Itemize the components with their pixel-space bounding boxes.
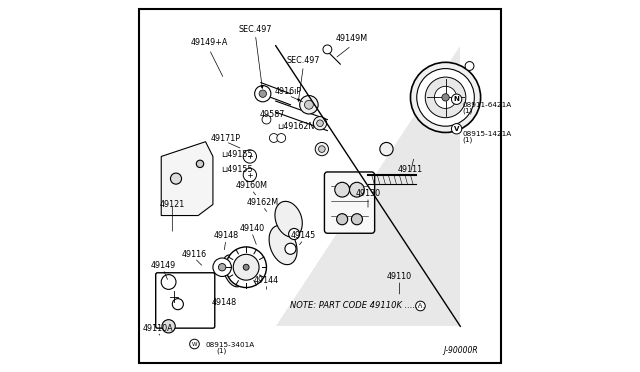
Text: NOTE: PART CODE 49110K ........: NOTE: PART CODE 49110K ........ bbox=[291, 301, 426, 311]
Circle shape bbox=[415, 301, 425, 311]
Text: 08915-3401A: 08915-3401A bbox=[205, 342, 255, 348]
Circle shape bbox=[451, 94, 462, 105]
Circle shape bbox=[316, 142, 328, 156]
Circle shape bbox=[417, 68, 474, 126]
Text: ⊔49162N: ⊔49162N bbox=[277, 122, 315, 131]
Text: 08915-1421A: 08915-1421A bbox=[462, 131, 511, 137]
Text: 49148: 49148 bbox=[211, 298, 237, 307]
Text: 49111: 49111 bbox=[398, 165, 423, 174]
Polygon shape bbox=[161, 142, 213, 215]
Circle shape bbox=[289, 228, 300, 240]
Text: SEC.497: SEC.497 bbox=[239, 25, 272, 33]
Text: (1): (1) bbox=[216, 347, 227, 353]
Text: 49110A: 49110A bbox=[142, 324, 173, 333]
Circle shape bbox=[335, 182, 349, 197]
Text: 49116: 49116 bbox=[182, 250, 207, 259]
Circle shape bbox=[243, 150, 257, 163]
Text: 49140: 49140 bbox=[239, 224, 264, 233]
Ellipse shape bbox=[275, 201, 302, 237]
Text: 49148: 49148 bbox=[213, 231, 239, 240]
Ellipse shape bbox=[223, 255, 244, 287]
Text: 49144: 49144 bbox=[254, 276, 279, 285]
Circle shape bbox=[233, 254, 259, 280]
Circle shape bbox=[196, 160, 204, 167]
Circle shape bbox=[172, 299, 184, 310]
Text: (1): (1) bbox=[462, 107, 472, 113]
Circle shape bbox=[255, 86, 271, 102]
Text: ⊔49155: ⊔49155 bbox=[221, 165, 253, 174]
FancyBboxPatch shape bbox=[324, 172, 374, 233]
Text: 49130: 49130 bbox=[355, 189, 381, 198]
Circle shape bbox=[380, 142, 393, 156]
Circle shape bbox=[451, 124, 462, 134]
Text: 4916ıP: 4916ıP bbox=[275, 87, 302, 96]
Circle shape bbox=[314, 116, 326, 130]
Text: W: W bbox=[192, 341, 197, 347]
Ellipse shape bbox=[269, 225, 297, 264]
Text: 49145: 49145 bbox=[291, 231, 316, 240]
Circle shape bbox=[277, 134, 285, 142]
Text: 49121: 49121 bbox=[160, 200, 185, 209]
Circle shape bbox=[300, 96, 318, 114]
Text: A: A bbox=[419, 304, 422, 308]
Text: SEC.497: SEC.497 bbox=[287, 56, 320, 65]
Text: ⊔49155: ⊔49155 bbox=[221, 150, 253, 159]
Circle shape bbox=[213, 258, 232, 276]
Text: 49587: 49587 bbox=[259, 109, 285, 119]
Circle shape bbox=[162, 320, 175, 333]
Text: 49162M: 49162M bbox=[246, 198, 279, 207]
Text: (1): (1) bbox=[462, 137, 472, 143]
Circle shape bbox=[435, 86, 456, 109]
Circle shape bbox=[410, 62, 481, 132]
Circle shape bbox=[243, 264, 249, 270]
Text: 49171P: 49171P bbox=[211, 134, 241, 142]
Circle shape bbox=[161, 275, 176, 289]
Text: 49160M: 49160M bbox=[236, 182, 268, 190]
Circle shape bbox=[337, 214, 348, 225]
Text: 49149M: 49149M bbox=[335, 34, 367, 43]
Circle shape bbox=[465, 62, 474, 70]
Circle shape bbox=[317, 120, 323, 126]
Circle shape bbox=[218, 263, 226, 271]
Circle shape bbox=[285, 243, 296, 254]
Circle shape bbox=[319, 146, 325, 153]
Polygon shape bbox=[276, 46, 460, 326]
Text: 08911-6421A: 08911-6421A bbox=[462, 102, 511, 108]
Circle shape bbox=[189, 339, 199, 349]
Circle shape bbox=[259, 90, 266, 97]
FancyBboxPatch shape bbox=[139, 9, 501, 363]
Text: 49149: 49149 bbox=[150, 261, 176, 270]
Circle shape bbox=[262, 115, 271, 124]
Circle shape bbox=[305, 100, 314, 109]
Circle shape bbox=[442, 94, 449, 101]
Circle shape bbox=[425, 77, 466, 118]
Text: J-90000R: J-90000R bbox=[443, 346, 477, 355]
Circle shape bbox=[351, 214, 362, 225]
Circle shape bbox=[170, 173, 182, 184]
Circle shape bbox=[243, 168, 257, 182]
Circle shape bbox=[349, 182, 364, 197]
Text: N: N bbox=[454, 96, 460, 102]
Circle shape bbox=[226, 247, 266, 288]
Text: 49110: 49110 bbox=[387, 272, 412, 281]
Text: 49149+A: 49149+A bbox=[191, 38, 228, 46]
Circle shape bbox=[323, 45, 332, 54]
Circle shape bbox=[269, 134, 278, 142]
FancyBboxPatch shape bbox=[156, 273, 215, 328]
Text: V: V bbox=[454, 126, 460, 132]
